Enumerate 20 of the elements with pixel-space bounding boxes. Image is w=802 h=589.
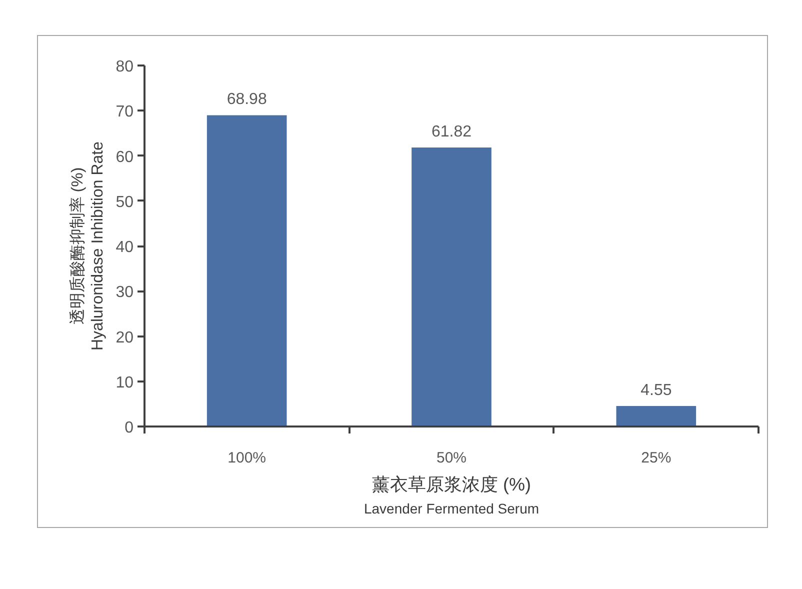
y-tick-label: 70 — [116, 104, 134, 121]
y-tick-label: 30 — [116, 284, 134, 302]
x-tick-label: 100% — [228, 450, 266, 466]
data-label: 4.55 — [640, 382, 672, 399]
y-tick-label: 40 — [116, 239, 134, 256]
y-axis-title: 透明质酸酶抑制率 (%) Hyaluronidase Inhibition Rate — [68, 141, 107, 351]
y-tick-label: 60 — [116, 148, 134, 166]
y-tick-label: 0 — [124, 420, 134, 436]
x-tick-label: 25% — [641, 450, 672, 466]
x-axis-title: 薰衣草原浆浓度 (%) Lavender Fermented Serum — [364, 474, 540, 516]
bar — [412, 148, 492, 426]
x-tick-label: 50% — [436, 450, 467, 466]
y-tick-label: 10 — [116, 374, 134, 392]
data-label: 61.82 — [431, 124, 472, 141]
bar — [206, 115, 287, 426]
y-tick-label: 80 — [116, 58, 134, 76]
y-tick-label: 20 — [116, 329, 134, 346]
bar — [616, 406, 696, 426]
y-tick-label: 50 — [116, 194, 134, 211]
data-label: 68.98 — [226, 91, 267, 108]
